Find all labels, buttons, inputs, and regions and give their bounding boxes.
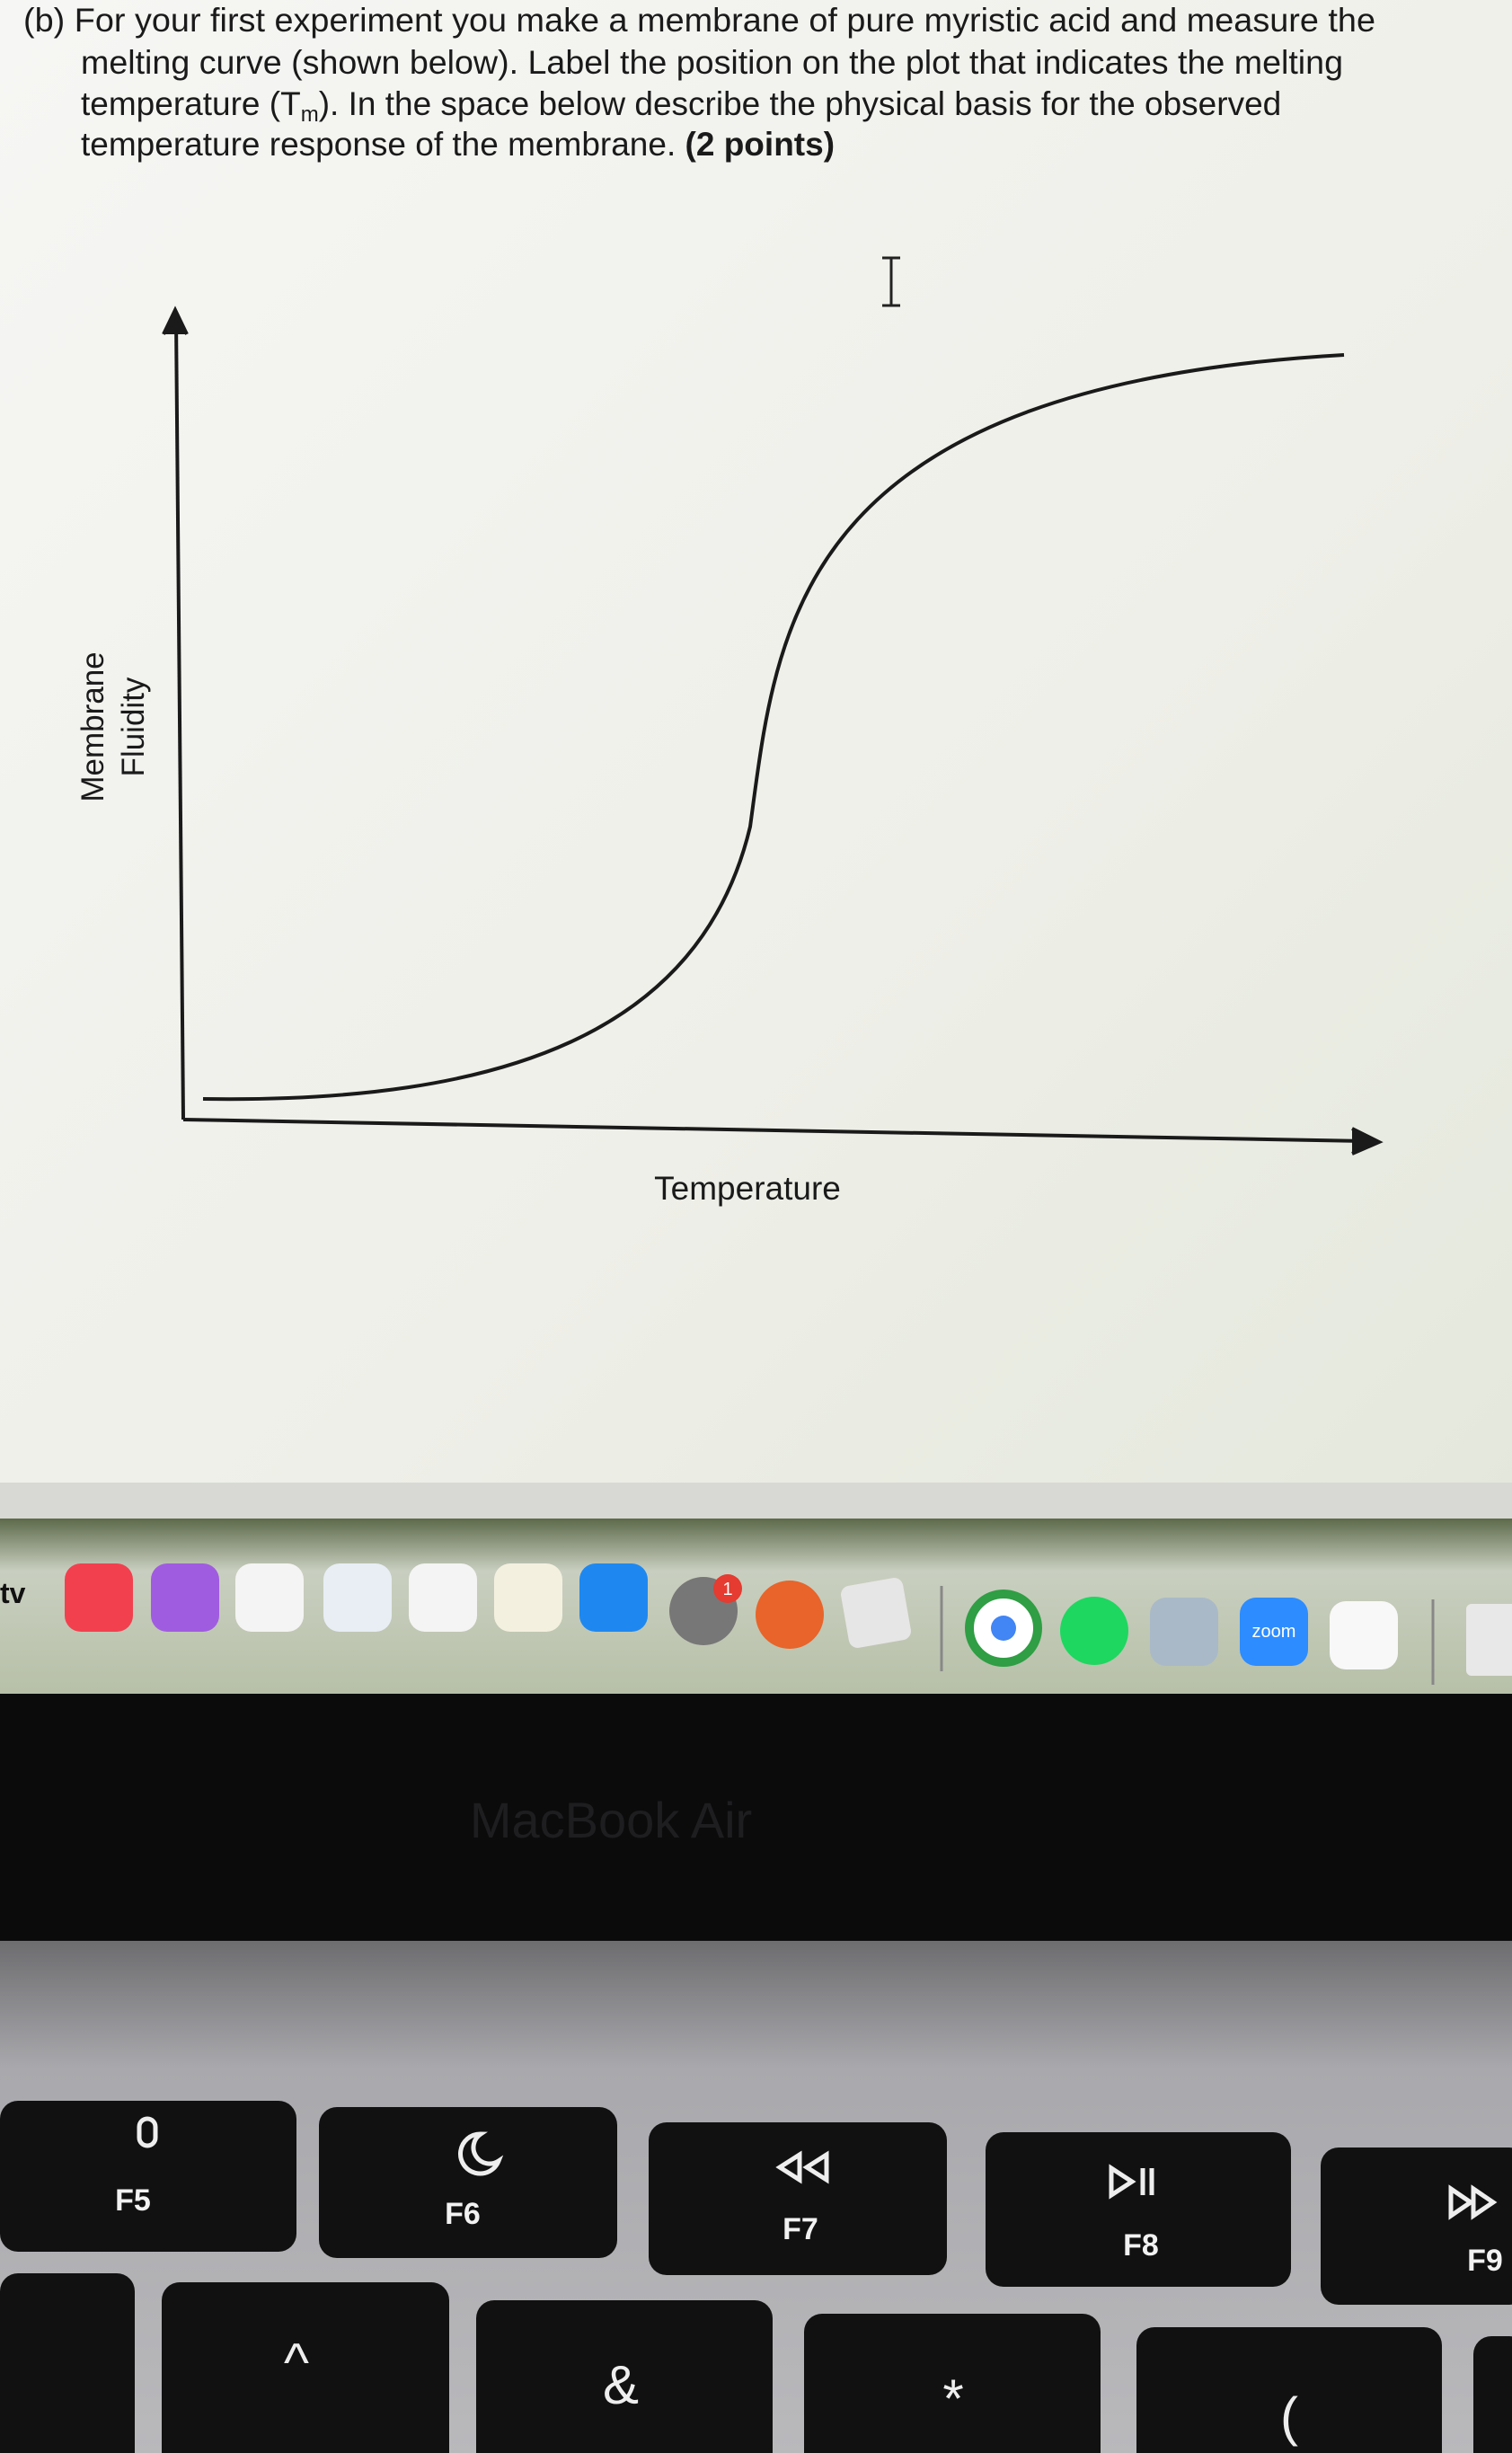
- pages-icon[interactable]: [494, 1563, 562, 1632]
- key-label: F5: [115, 2183, 151, 2218]
- question-line: (b) For your first experiment you make a…: [23, 2, 1375, 39]
- roblox-icon[interactable]: [839, 1576, 912, 1649]
- key-label: F9: [1467, 2244, 1503, 2278]
- podcasts-icon[interactable]: [151, 1563, 219, 1632]
- numbers-icon[interactable]: [409, 1563, 477, 1632]
- zoom-icon[interactable]: [1240, 1598, 1308, 1666]
- dock-icons: 1 zoom: [65, 1563, 1512, 1685]
- folder-icon[interactable]: [1466, 1604, 1512, 1676]
- question-line: melting curve (shown below). Label the p…: [81, 44, 1343, 81]
- key-symbol: (: [1280, 2387, 1298, 2447]
- x-axis: [182, 1118, 1366, 1143]
- y-axis-label: Membrane: [75, 651, 111, 801]
- model-name: MacBook Air: [470, 1792, 752, 1848]
- key-f6[interactable]: [319, 2107, 617, 2258]
- music-icon[interactable]: [65, 1563, 133, 1632]
- text-cursor: [882, 256, 900, 307]
- question-line: temperature (Tm). In the space below des…: [81, 85, 1281, 127]
- keynote-icon[interactable]: [323, 1563, 392, 1632]
- firefox-icon[interactable]: [756, 1581, 824, 1649]
- badge-count: 1: [722, 1580, 732, 1599]
- key-symbol: *: [942, 2369, 963, 2429]
- forward-icon: [1448, 2184, 1498, 2220]
- screen: [0, 0, 1512, 1519]
- app-store-icon[interactable]: [579, 1563, 648, 1632]
- key-label: F6: [445, 2197, 481, 2231]
- y-axis-label: Fluidity: [116, 677, 151, 776]
- moon-icon: [458, 2131, 504, 2176]
- question-text: temperature response of the membrane.: [81, 126, 676, 163]
- key-8[interactable]: [804, 2314, 1101, 2453]
- subscript: m: [301, 102, 319, 127]
- key-icons: [137, 2116, 1498, 2220]
- slack-icon[interactable]: [1330, 1601, 1398, 1669]
- key-symbol: &: [603, 2355, 639, 2415]
- rewind-icon: [775, 2150, 829, 2184]
- key-f7[interactable]: [649, 2122, 947, 2275]
- key-9[interactable]: [1136, 2327, 1442, 2453]
- x-arrow: [1351, 1127, 1384, 1156]
- key-f5[interactable]: [0, 2101, 296, 2252]
- melting-curve: [202, 353, 1345, 1102]
- question-text: temperature (T: [81, 85, 301, 122]
- y-axis: [174, 318, 185, 1120]
- tv-app[interactable]: tv: [0, 1577, 26, 1609]
- key-symbol: ^: [284, 2333, 309, 2393]
- mic-icon: [137, 2116, 158, 2148]
- chrome-center: [991, 1616, 1016, 1641]
- key[interactable]: [0, 2273, 135, 2453]
- key-label: F7: [783, 2212, 818, 2246]
- key-f8[interactable]: [986, 2132, 1291, 2287]
- plot: [162, 306, 1384, 1156]
- key-label: F8: [1123, 2228, 1159, 2263]
- key-6[interactable]: [162, 2282, 449, 2453]
- key-7[interactable]: [476, 2300, 773, 2453]
- badge: [713, 1574, 742, 1603]
- key-f9[interactable]: [1321, 2147, 1512, 2305]
- points: (2 points): [685, 126, 835, 163]
- bezel: [0, 1694, 1512, 1941]
- spotify-icon[interactable]: [1060, 1597, 1128, 1665]
- question-text: ). In the space below describe the physi…: [319, 85, 1282, 122]
- y-arrow: [162, 306, 189, 335]
- question-line: temperature response of the membrane. (2…: [81, 126, 835, 163]
- x-axis-label: Temperature: [654, 1170, 841, 1207]
- news-icon[interactable]: [235, 1563, 304, 1632]
- preview-icon[interactable]: [1150, 1598, 1218, 1666]
- key[interactable]: [1473, 2336, 1512, 2453]
- play-pause-icon: [1109, 2164, 1154, 2200]
- keys: [0, 2101, 1512, 2453]
- screen-edge: [0, 1483, 1512, 1519]
- zoom-label: zoom: [1252, 1622, 1296, 1642]
